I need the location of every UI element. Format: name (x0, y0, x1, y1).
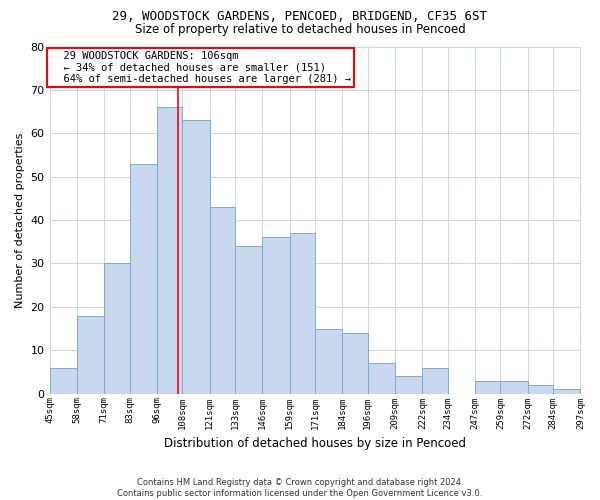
Bar (315, 328, 343, 394)
Bar (290, 233, 315, 394)
Text: Size of property relative to detached houses in Pencoed: Size of property relative to detached ho… (134, 22, 466, 36)
Bar (475, 380, 500, 394)
Bar (77, 316, 104, 394)
Bar (343, 333, 368, 394)
Bar (422, 368, 448, 394)
Bar (209, 207, 235, 394)
Bar (395, 376, 422, 394)
Bar (130, 164, 157, 394)
Bar (528, 385, 553, 394)
Bar (235, 246, 262, 394)
Bar (500, 380, 528, 394)
Bar (368, 364, 395, 394)
Bar (553, 390, 580, 394)
Bar (182, 120, 209, 394)
Bar (50, 368, 77, 394)
Text: Contains HM Land Registry data © Crown copyright and database right 2024.
Contai: Contains HM Land Registry data © Crown c… (118, 478, 482, 498)
X-axis label: Distribution of detached houses by size in Pencoed: Distribution of detached houses by size … (164, 437, 466, 450)
Bar (104, 264, 130, 394)
Bar (262, 238, 290, 394)
Bar (157, 107, 182, 394)
Text: 29, WOODSTOCK GARDENS, PENCOED, BRIDGEND, CF35 6ST: 29, WOODSTOCK GARDENS, PENCOED, BRIDGEND… (113, 10, 487, 23)
Y-axis label: Number of detached properties: Number of detached properties (15, 132, 25, 308)
Text: 29 WOODSTOCK GARDENS: 106sqm
  ← 34% of detached houses are smaller (151)
  64% : 29 WOODSTOCK GARDENS: 106sqm ← 34% of de… (50, 51, 350, 84)
